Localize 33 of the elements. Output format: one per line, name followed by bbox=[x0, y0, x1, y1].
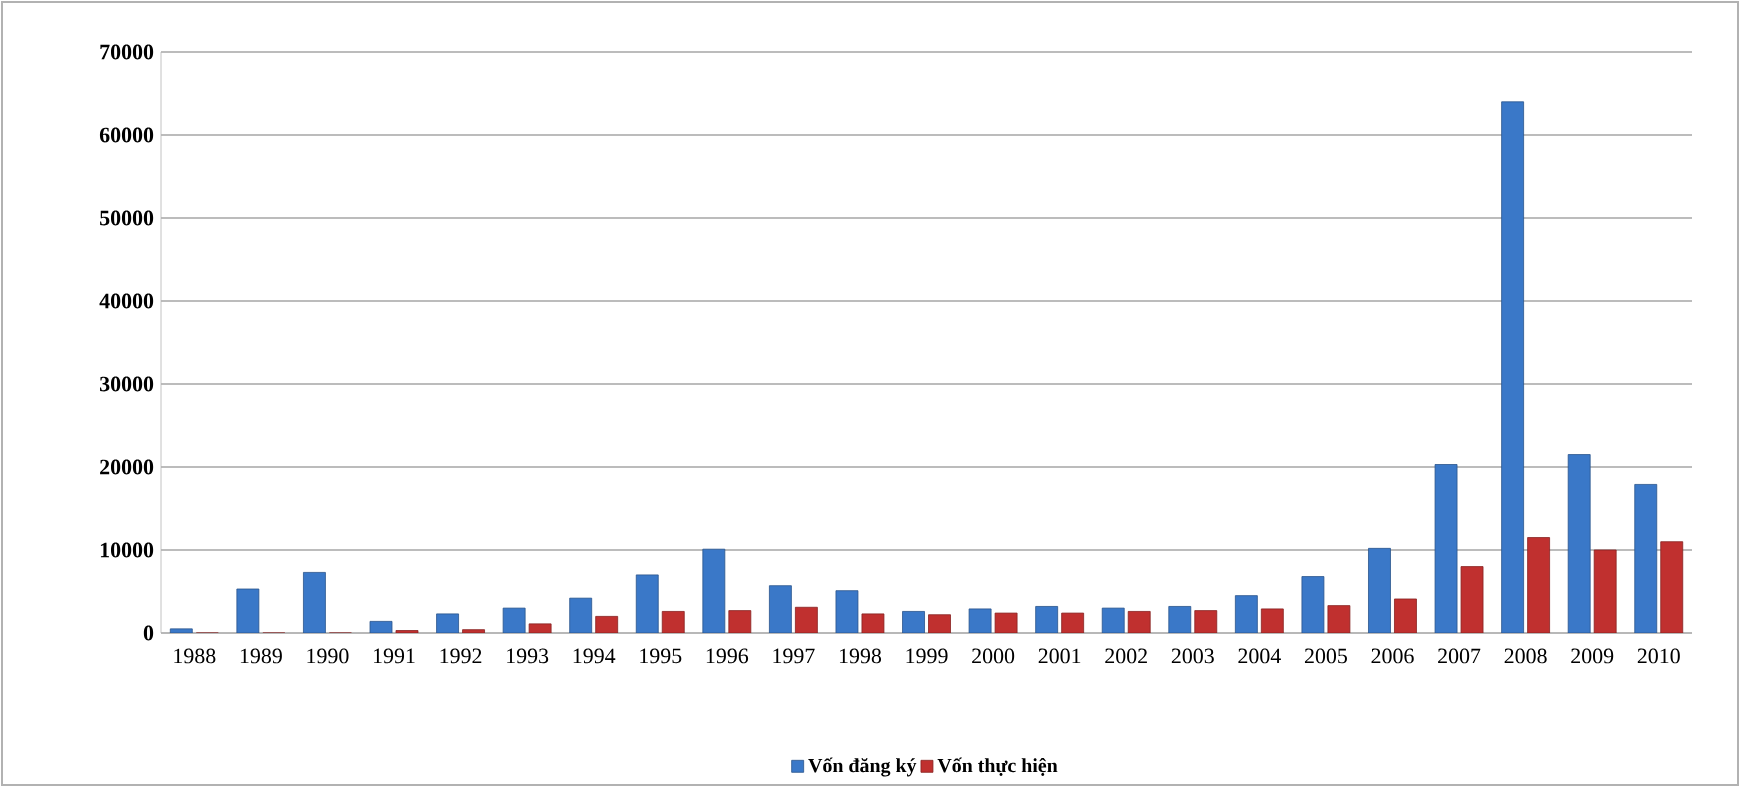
y-tick-label: 10000 bbox=[100, 542, 154, 558]
x-tick-label: 1999 bbox=[906, 648, 948, 664]
y-tick-label: 40000 bbox=[99, 293, 154, 309]
x-tick-label: 2004 bbox=[1238, 648, 1281, 664]
x-tick-label: 2000 bbox=[972, 648, 1015, 664]
x-tick-label: 1996 bbox=[706, 648, 749, 664]
y-tick-label: 0 bbox=[143, 625, 154, 641]
x-tick-label: 2009 bbox=[1571, 648, 1614, 664]
x-tick-label: 2002 bbox=[1105, 648, 1147, 664]
x-tick-label: 1991 bbox=[374, 648, 415, 664]
y-tick-label: 30000 bbox=[99, 376, 154, 392]
y-tick-label: 50000 bbox=[100, 210, 154, 226]
legend-label: Vốn thực hiện bbox=[937, 757, 1058, 776]
x-tick-label: 1993 bbox=[507, 648, 549, 664]
x-tick-label: 1998 bbox=[839, 648, 882, 664]
x-tick-label: 1995 bbox=[640, 648, 682, 664]
x-tick-label: 2001 bbox=[1038, 648, 1081, 664]
x-tick-label: 2006 bbox=[1371, 648, 1414, 664]
x-tick-label: 2003 bbox=[1171, 648, 1214, 664]
x-tick-label: 1988 bbox=[174, 648, 216, 664]
x-tick-label: 2007 bbox=[1438, 648, 1481, 664]
x-tick-label: 1994 bbox=[573, 648, 616, 664]
legend-label: Vốn đăng ký bbox=[808, 757, 917, 777]
x-tick-label: 1992 bbox=[440, 648, 482, 664]
y-tick-label: 20000 bbox=[100, 459, 154, 475]
x-tick-label: 1990 bbox=[307, 648, 349, 664]
x-tick-label: 2010 bbox=[1637, 648, 1680, 664]
x-tick-label: 1997 bbox=[773, 648, 815, 664]
x-tick-label: 1989 bbox=[240, 648, 282, 664]
x-tick-label: 2008 bbox=[1504, 648, 1547, 664]
x-tick-label: 2005 bbox=[1304, 648, 1347, 664]
y-tick-label: 60000 bbox=[99, 127, 154, 143]
y-tick-label: 70000 bbox=[100, 44, 154, 60]
